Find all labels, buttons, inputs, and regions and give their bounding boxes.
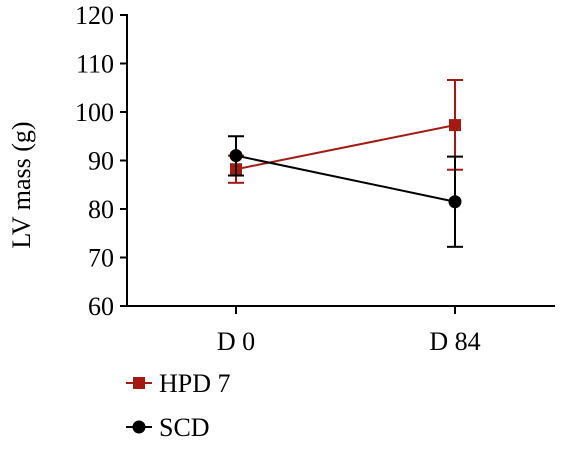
axes — [120, 14, 555, 314]
x-tick-label: D 84 — [429, 327, 480, 356]
y-tick-label: 100 — [75, 98, 114, 127]
series-hpd-7 — [228, 78, 463, 184]
legend-item: HPD 7 — [126, 369, 231, 398]
y-tick-label: 120 — [75, 1, 114, 30]
data-point — [229, 149, 243, 163]
y-tick-label: 80 — [88, 195, 114, 224]
y-tick-labels: 60 70 80 90 100 110 120 — [75, 1, 114, 321]
legend-label: HPD 7 — [159, 369, 231, 398]
series-layer — [228, 78, 463, 248]
legend: HPD 7 SCD — [126, 369, 231, 442]
legend-label: SCD — [159, 413, 210, 442]
data-point — [449, 119, 461, 132]
y-axis-title: LV mass (g) — [7, 121, 36, 248]
y-tick-label: 90 — [88, 147, 114, 176]
y-tick-label: 70 — [88, 244, 114, 273]
legend-marker — [133, 377, 145, 389]
x-tick-label: D 0 — [217, 327, 255, 356]
series-line — [235, 124, 456, 171]
y-tick-label: 110 — [76, 50, 114, 79]
y-tick-label: 60 — [88, 292, 114, 321]
data-point — [448, 195, 462, 209]
legend-marker — [132, 420, 146, 434]
legend-item: SCD — [126, 413, 210, 442]
series-line — [235, 154, 456, 203]
series-scd — [228, 135, 463, 248]
x-tick-labels: D 0 D 84 — [217, 327, 481, 356]
